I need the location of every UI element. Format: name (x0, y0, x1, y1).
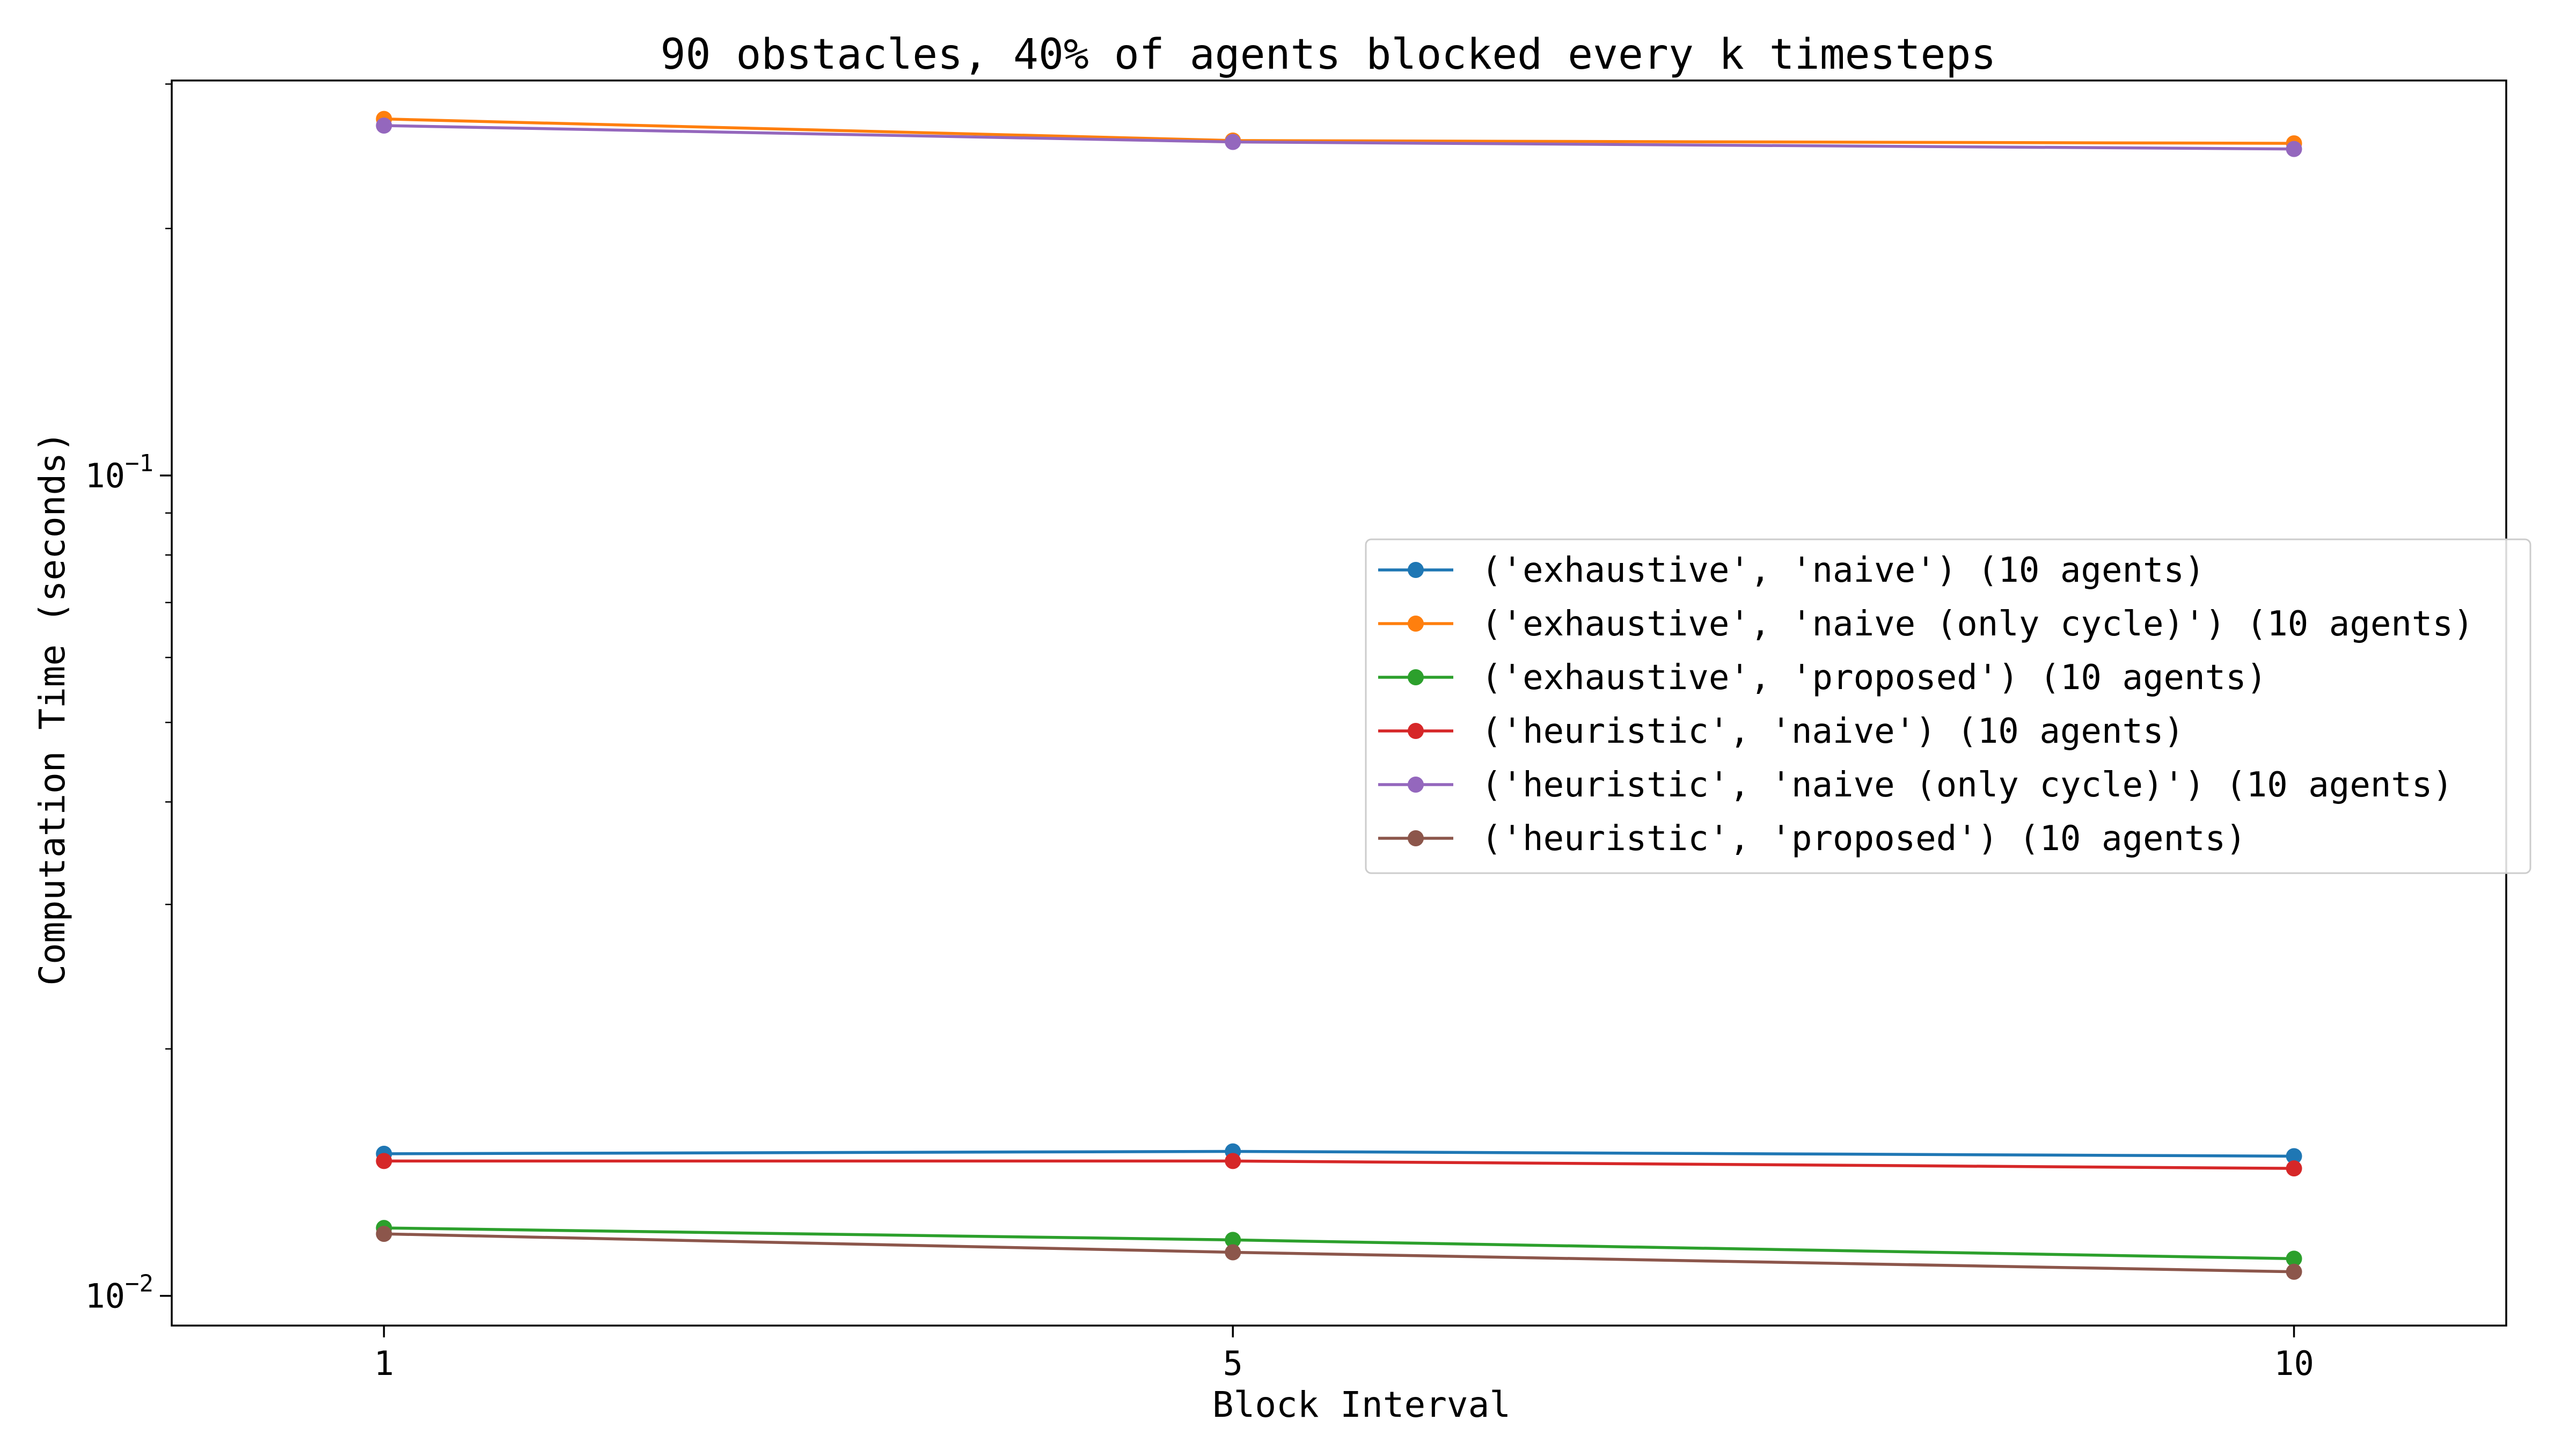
legend-item: ('heuristic', 'naive') (10 agents) (1378, 712, 2184, 751)
series-5 (376, 117, 2302, 157)
x-tick-label: 10 (2274, 1344, 2314, 1383)
x-axis-ticks: 1 5 10 (374, 1326, 2314, 1383)
legend-item: ('heuristic', 'naive (only cycle)') (10 … (1378, 765, 2453, 805)
legend-marker (1408, 616, 1424, 632)
series-layer (376, 111, 2302, 1280)
legend-label: ('heuristic', 'naive (only cycle)') (10 … (1481, 765, 2453, 805)
data-point (1225, 134, 1241, 150)
legend-label: ('exhaustive', 'proposed') (10 agents) (1481, 658, 2267, 698)
y-tick-label: 10−1 (85, 450, 153, 495)
data-point (2286, 141, 2302, 157)
chart-title: 90 obstacles, 40% of agents blocked ever… (661, 31, 1996, 79)
series-6 (376, 1226, 2302, 1280)
legend-label: ('exhaustive', 'naive') (10 agents) (1481, 551, 2205, 590)
x-tick-label: 1 (374, 1344, 394, 1383)
legend-item: ('exhaustive', 'proposed') (10 agents) (1378, 658, 2267, 698)
legend-marker (1408, 562, 1424, 578)
data-point (376, 117, 392, 134)
legend-label: ('exhaustive', 'naive (only cycle)') (10… (1481, 604, 2474, 644)
legend-item: ('exhaustive', 'naive') (10 agents) (1378, 551, 2205, 590)
legend-marker (1408, 777, 1424, 793)
legend-label: ('heuristic', 'proposed') (10 agents) (1481, 819, 2246, 859)
y-tick-label: 10−2 (85, 1270, 153, 1316)
data-point (2286, 1160, 2302, 1177)
data-point (2286, 1148, 2302, 1165)
legend-item: ('heuristic', 'proposed') (10 agents) (1378, 819, 2246, 859)
y-axis-label: Computation Time (seconds) (32, 431, 73, 985)
legend-item: ('exhaustive', 'naive (only cycle)') (10… (1378, 604, 2474, 644)
legend-marker (1408, 830, 1424, 846)
legend: ('exhaustive', 'naive') (10 agents) ('exh… (1365, 538, 2531, 874)
data-point (376, 1226, 392, 1242)
legend-label: ('heuristic', 'naive') (10 agents) (1481, 712, 2184, 751)
x-axis-label: Block Interval (1212, 1384, 1511, 1425)
data-point (2286, 1250, 2302, 1267)
data-point (376, 1153, 392, 1169)
series-4 (376, 1153, 2302, 1177)
x-tick-label: 5 (1223, 1344, 1243, 1383)
legend-marker (1408, 669, 1424, 685)
data-point (1225, 1232, 1241, 1248)
data-point (1225, 1153, 1241, 1169)
y-axis-ticks: 10−1 10−2 (85, 83, 172, 1316)
legend-marker (1408, 723, 1424, 739)
legend-box (1365, 538, 2531, 874)
data-point (2286, 1263, 2302, 1280)
data-point (1225, 1244, 1241, 1261)
